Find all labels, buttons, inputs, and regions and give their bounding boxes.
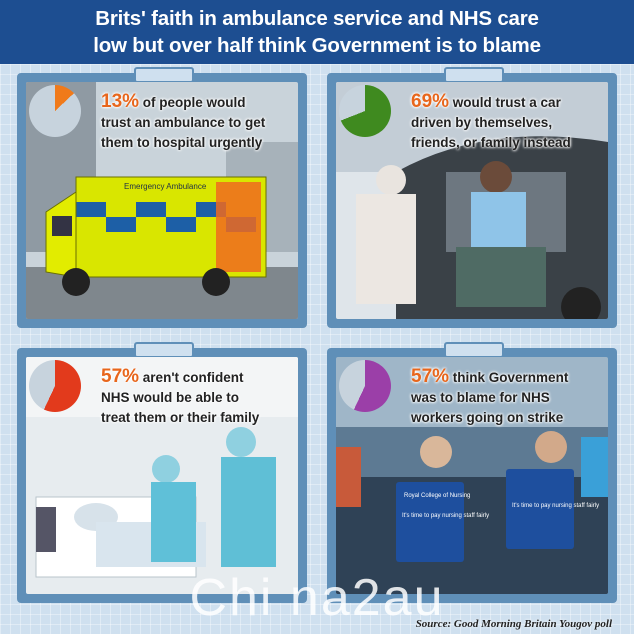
sign-text-1: It's time to pay nursing staff fairly [402, 513, 489, 519]
card-3-caption: 57% aren't confident NHS would be able t… [101, 367, 259, 428]
headline-banner: Brits' faith in ambulance service and NH… [0, 0, 634, 64]
sign-rcn-text: Royal College of Nursing [404, 493, 470, 499]
pie-chart-57 [29, 360, 81, 412]
stat-percent: 69% [411, 91, 450, 112]
card-strike: Royal College of Nursing It's time to pa… [327, 342, 617, 603]
card-tab [444, 342, 504, 358]
card-ambulance: Emergency Ambulance 13% of people would … [17, 67, 307, 328]
caption-line: was to blame for NHS [411, 390, 550, 405]
card-1-caption: 13% of people would trust an ambulance t… [101, 92, 265, 153]
card-hospital: 57% aren't confident NHS would be able t… [17, 342, 307, 603]
caption-line: think Government [452, 370, 569, 385]
card-4-caption: 57% think Government was to blame for NH… [411, 367, 568, 428]
ambulance-livery-text: Emergency Ambulance [124, 182, 207, 191]
card-tab [134, 342, 194, 358]
caption-line: aren't confident [142, 370, 244, 385]
sign-text-2: It's time to pay nursing staff fairly [512, 503, 599, 509]
headline-line-1: Brits' faith in ambulance service and NH… [95, 7, 539, 30]
card-tab [444, 67, 504, 83]
caption-line: NHS would be able to [101, 390, 240, 405]
headline-line-2: low but over half think Government is to… [93, 34, 541, 57]
stat-percent: 57% [411, 366, 450, 387]
stat-percent: 57% [101, 366, 140, 387]
caption-line: would trust a car [452, 95, 561, 110]
strike-photo: Royal College of Nursing It's time to pa… [336, 357, 608, 594]
car-photo [336, 82, 608, 319]
caption-line: treat them or their family [101, 410, 260, 425]
stat-percent: 13% [101, 91, 140, 112]
caption-line: of people would [142, 95, 246, 110]
card-tab [134, 67, 194, 83]
card-car: 69% would trust a car driven by themselv… [327, 67, 617, 328]
pie-chart-13 [29, 85, 81, 137]
pie-chart-69 [339, 85, 391, 137]
caption-line: driven by themselves, [411, 115, 553, 130]
source-credit: Source: Good Morning Britain Yougov poll [415, 618, 612, 630]
caption-line: them to hospital urgently [101, 135, 263, 150]
card-2-caption: 69% would trust a car driven by themselv… [411, 92, 571, 153]
ambulance-photo: Emergency Ambulance [26, 82, 298, 319]
caption-line: workers going on strike [411, 410, 564, 425]
pie-chart-57-government [339, 360, 391, 412]
watermark: Chi na2au [189, 569, 445, 627]
caption-line: friends, or family instead [411, 135, 571, 150]
caption-line: trust an ambulance to get [101, 115, 266, 130]
